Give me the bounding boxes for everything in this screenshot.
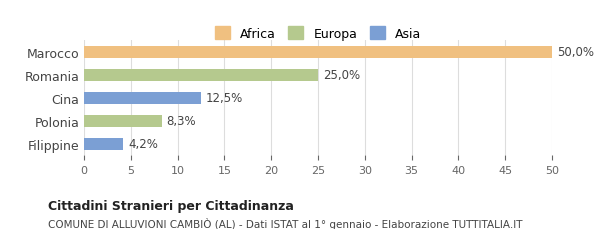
Text: 25,0%: 25,0% bbox=[323, 69, 360, 82]
Bar bbox=[84, 115, 161, 128]
Bar bbox=[84, 92, 201, 105]
Bar bbox=[84, 138, 124, 150]
Text: COMUNE DI ALLUVIONI CAMBIÒ (AL) - Dati ISTAT al 1° gennaio - Elaborazione TUTTIT: COMUNE DI ALLUVIONI CAMBIÒ (AL) - Dati I… bbox=[48, 218, 523, 229]
Text: 8,3%: 8,3% bbox=[166, 115, 196, 128]
Text: Cittadini Stranieri per Cittadinanza: Cittadini Stranieri per Cittadinanza bbox=[48, 199, 294, 212]
Text: 50,0%: 50,0% bbox=[557, 46, 593, 59]
Text: 4,2%: 4,2% bbox=[128, 138, 158, 151]
Bar bbox=[84, 69, 318, 82]
Legend: Africa, Europa, Asia: Africa, Europa, Asia bbox=[210, 22, 426, 46]
Bar bbox=[84, 46, 552, 59]
Text: 12,5%: 12,5% bbox=[206, 92, 243, 105]
